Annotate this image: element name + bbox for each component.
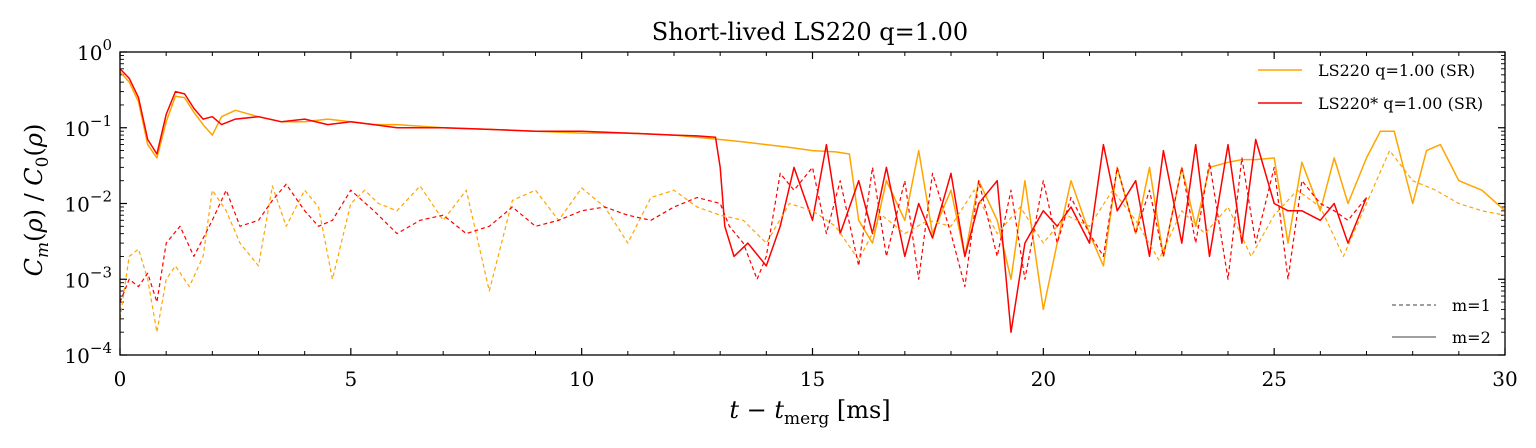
x-tick-label: 15 (800, 367, 825, 391)
series-line-m2 (120, 71, 1505, 311)
series-line-m1 (120, 150, 1505, 333)
chart-title: Short-lived LS220 q=1.00 (652, 18, 968, 46)
x-axis-label: t − tmerg [ms] (729, 396, 890, 429)
y-tick-label: 10−3 (64, 263, 112, 292)
y-tick-label: 10−1 (64, 112, 112, 141)
style-legend: m=1 m=2 (1392, 296, 1491, 347)
x-tick-label: 5 (344, 367, 357, 391)
y-tick-label: 10−4 (64, 339, 112, 368)
x-tick-label: 0 (114, 367, 127, 391)
x-tick-label: 20 (1031, 367, 1056, 391)
y-tick-label: 10−2 (64, 188, 112, 217)
y-tick-label: 100 (77, 36, 112, 65)
series-line-m1 (120, 157, 1367, 303)
axis-ticks: 0 5 10 15 20 25 30 10−4 10−3 10−2 10−1 100 (64, 36, 1517, 391)
style-legend-label: m=1 (1452, 296, 1491, 315)
x-tick-label: 30 (1492, 367, 1517, 391)
style-legend-label: m=2 (1452, 328, 1491, 347)
legend: LS220 q=1.00 (SR) LS220* q=1.00 (SR) (1258, 61, 1483, 113)
series-line-m2 (120, 68, 1368, 333)
x-tick-label: 25 (1261, 367, 1286, 391)
x-tick-label: 10 (569, 367, 594, 391)
y-axis-label: Cm(ρ) / C0(ρ) (20, 124, 53, 277)
svg-text:t − tmerg [ms]: t − tmerg [ms] (729, 396, 890, 429)
plot-frame (119, 51, 1506, 356)
series-layer (120, 68, 1505, 333)
legend-label: LS220 q=1.00 (SR) (1318, 61, 1475, 80)
legend-label: LS220* q=1.00 (SR) (1318, 94, 1483, 113)
svg-text:Cm(ρ) / C0(ρ): Cm(ρ) / C0(ρ) (20, 124, 53, 277)
